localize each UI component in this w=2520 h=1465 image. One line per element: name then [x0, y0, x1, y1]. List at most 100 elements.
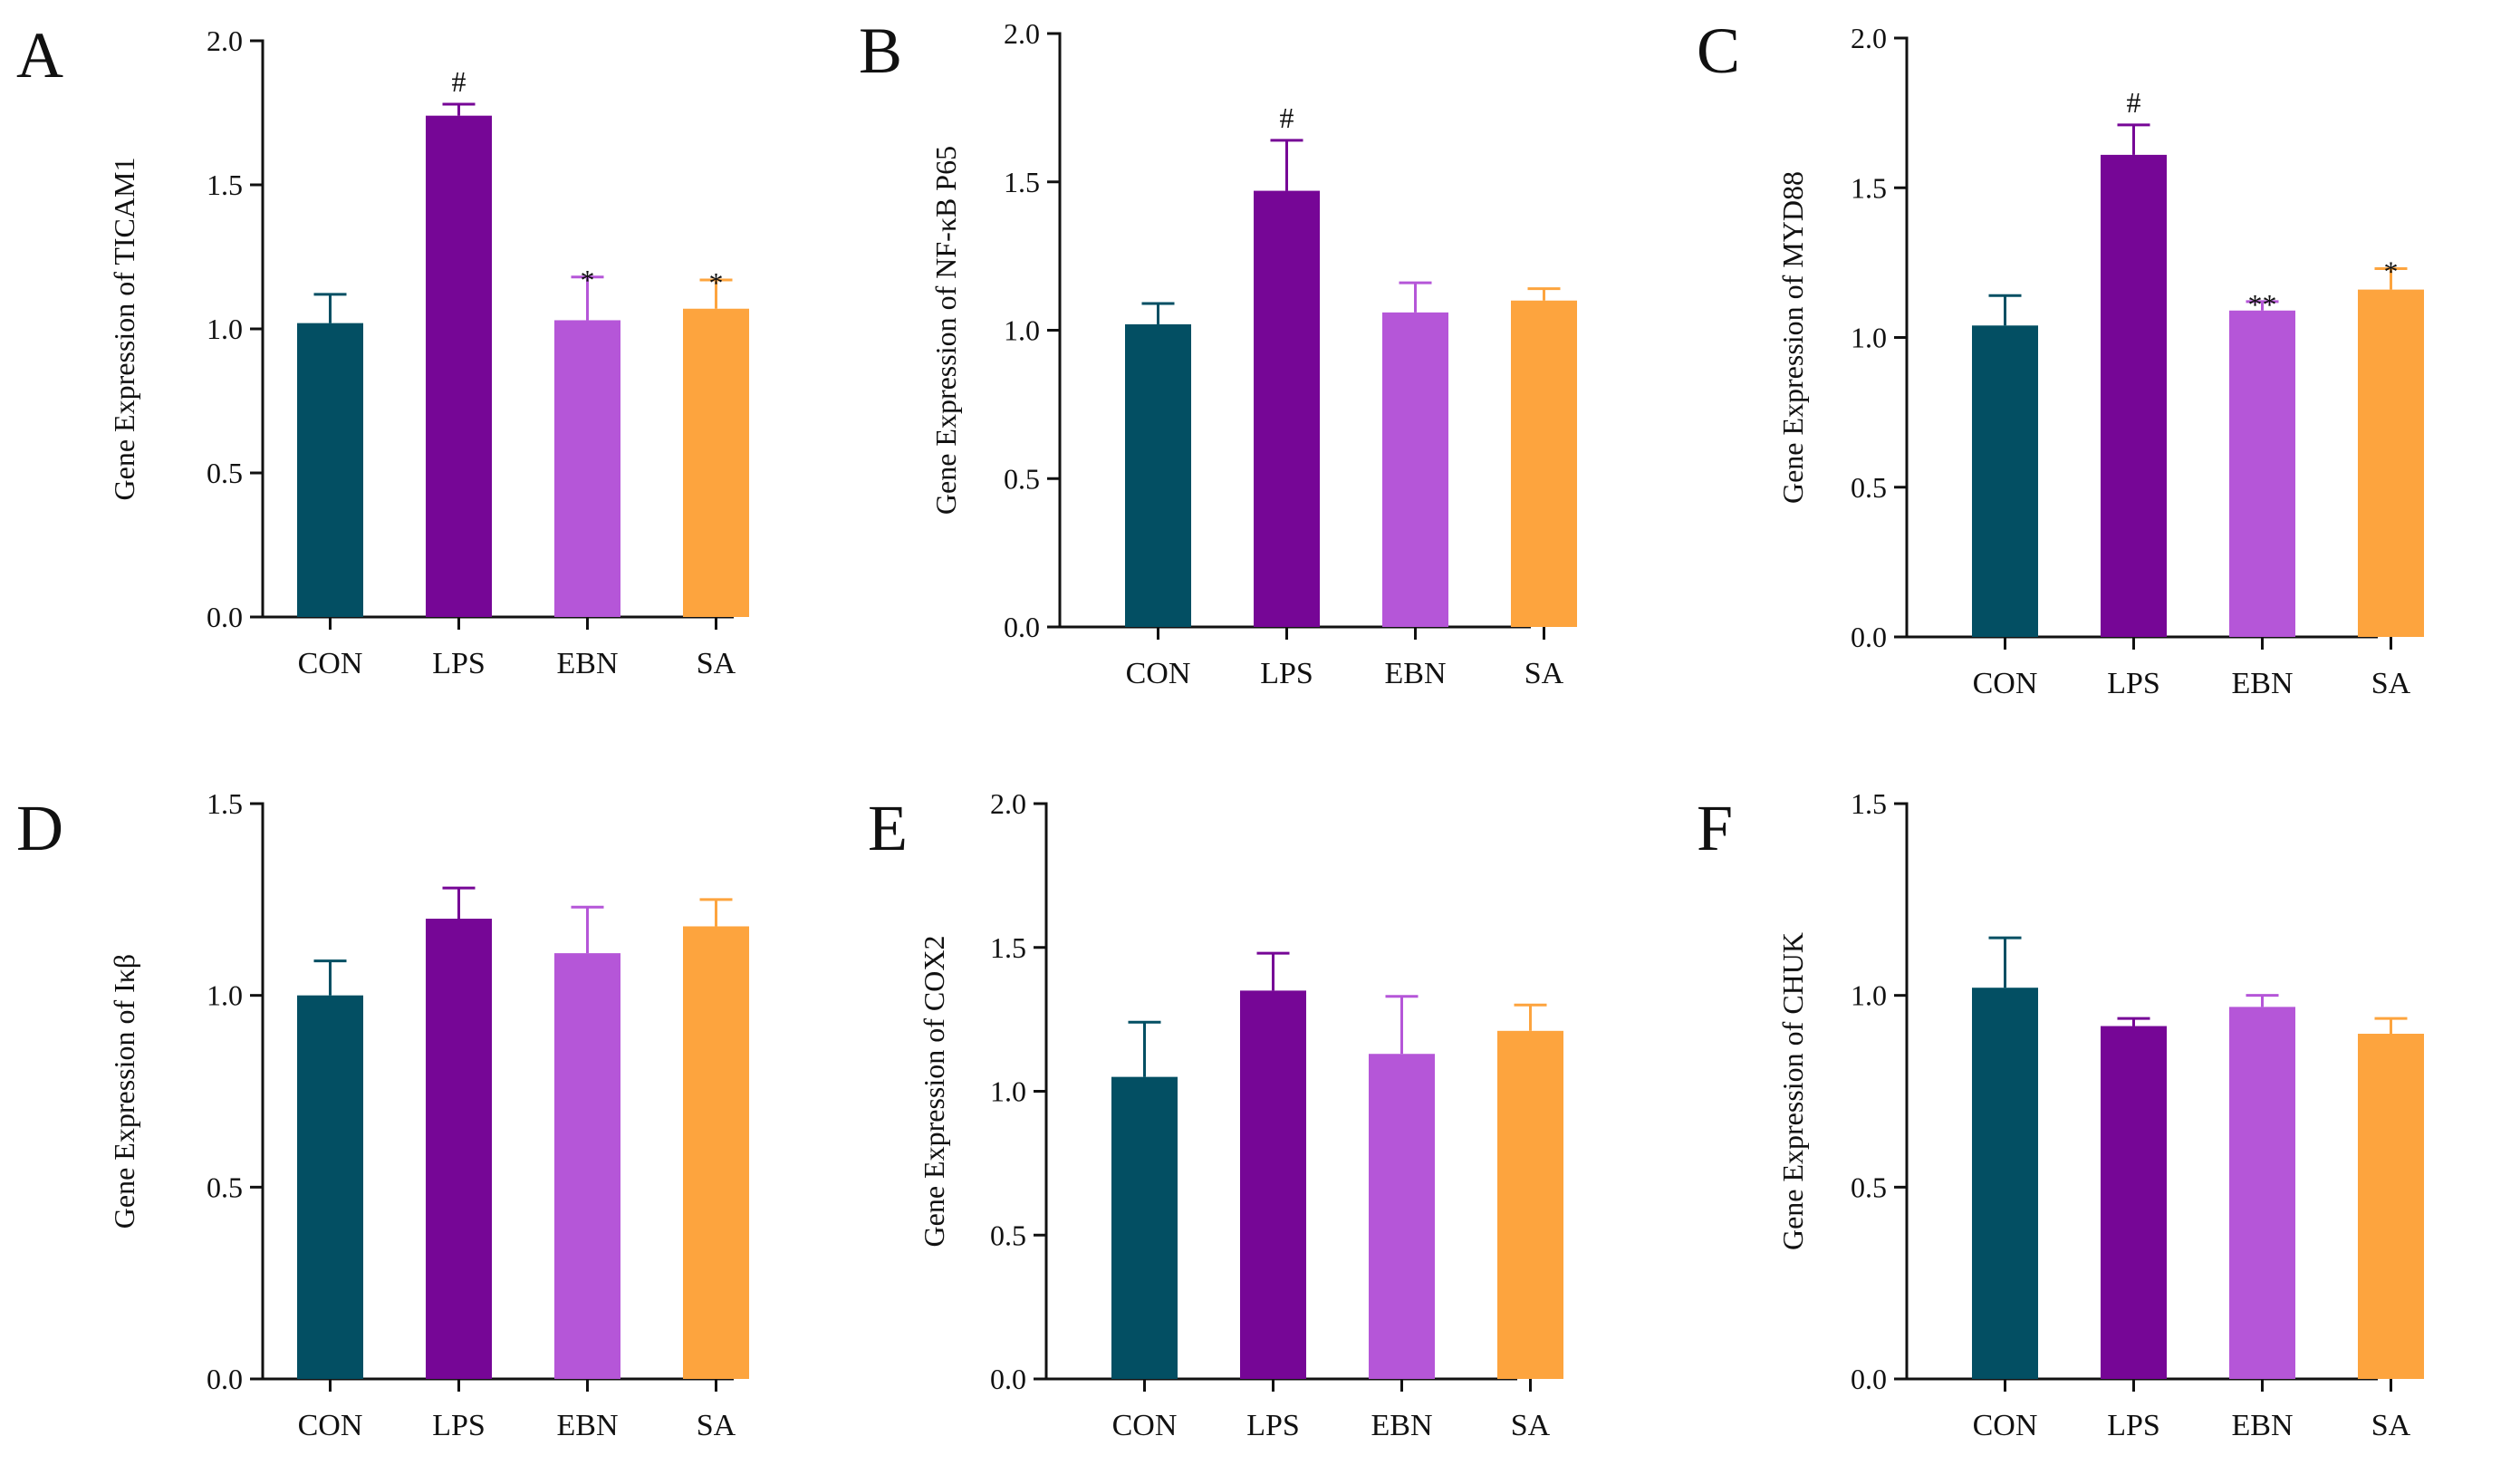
bar-sa: [2358, 289, 2424, 637]
bar-ebn: [554, 320, 620, 617]
y-tick-label: 0.5: [990, 1219, 1026, 1251]
y-tick-label: 1.0: [207, 313, 243, 345]
y-tick-label: 1.5: [207, 169, 243, 201]
category-label-con: CON: [1112, 1409, 1178, 1442]
bar-con: [1972, 325, 2038, 637]
y-axis-title: Gene Expression of NF-κB P65: [929, 146, 962, 515]
bar-sa: [1511, 300, 1577, 627]
category-label-lps: LPS: [2107, 1409, 2160, 1442]
significance-mark: **: [2248, 288, 2277, 321]
panel-f: F 0.0 0.5 1.0 1.5 Gene Expression of CHUK CON L…: [1697, 787, 2424, 1442]
category-label-con: CON: [1973, 667, 2038, 700]
panel-e: E 0.0 0.5 1.0 1.5 2.0 Gene Expression of COX2 C…: [868, 787, 1563, 1442]
category-label-con: CON: [1126, 657, 1191, 690]
category-label-ebn: EBN: [557, 1409, 619, 1442]
bar-lps: [1240, 990, 1306, 1379]
category-label-ebn: EBN: [1371, 1409, 1433, 1442]
y-tick-label: 2.0: [207, 24, 243, 57]
bar-sa: [2358, 1034, 2424, 1379]
significance-mark: *: [581, 264, 595, 296]
bar-lps: [426, 115, 492, 618]
panel-letter: B: [859, 14, 902, 87]
panel-d: D 0.0 0.5 1.0 1.5 Gene Expression of Iκβ CON LP…: [16, 787, 749, 1442]
significance-mark: #: [2127, 86, 2141, 119]
panel-c: C 0.0 0.5 1.0 1.5 2.0 Gene Expression of MYD88…: [1697, 14, 2424, 700]
category-label-lps: LPS: [432, 1409, 486, 1442]
category-label-lps: LPS: [432, 647, 486, 680]
significance-mark: #: [452, 65, 466, 98]
category-label-lps: LPS: [2107, 667, 2160, 700]
category-label-con: CON: [298, 647, 363, 680]
category-label-con: CON: [298, 1409, 363, 1442]
bar-lps: [1254, 190, 1320, 627]
bar-sa: [683, 926, 749, 1379]
y-tick-label: 1.5: [1851, 787, 1887, 820]
bar-lps: [2101, 1026, 2167, 1379]
y-tick-label: 0.5: [207, 1171, 243, 1203]
bar-con: [1972, 988, 2038, 1379]
category-label-ebn: EBN: [2232, 1409, 2294, 1442]
bar-lps: [2101, 154, 2167, 637]
y-tick-label: 0.0: [1851, 1363, 1887, 1395]
bar-ebn: [1369, 1054, 1435, 1379]
category-label-sa: SA: [2371, 1409, 2411, 1442]
panel-letter: E: [868, 792, 908, 864]
panel-a: A 0.0 0.5 1.0 1.5 2.0 Gene Expression of TICAM…: [16, 19, 749, 680]
category-label-sa: SA: [1525, 657, 1564, 690]
bar-con: [1111, 1076, 1178, 1379]
y-axis-title: Gene Expression of TICAM1: [108, 158, 140, 501]
significance-mark: #: [1280, 101, 1294, 134]
significance-mark: *: [709, 266, 724, 299]
y-tick-label: 1.0: [1851, 979, 1887, 1012]
y-tick-label: 1.5: [207, 787, 243, 820]
panel-letter: D: [16, 792, 63, 864]
category-label-ebn: EBN: [557, 647, 619, 680]
category-label-lps: LPS: [1246, 1409, 1300, 1442]
bar-ebn: [2229, 1007, 2295, 1379]
y-tick-label: 0.0: [1851, 621, 1887, 653]
panel-letter: A: [16, 19, 63, 92]
y-tick-label: 0.0: [1004, 611, 1040, 643]
y-tick-label: 0.5: [1851, 1171, 1887, 1203]
y-tick-label: 1.0: [990, 1075, 1026, 1108]
y-axis-title: Gene Expression of Iκβ: [108, 954, 140, 1229]
y-tick-label: 0.0: [207, 601, 243, 633]
bar-con: [1125, 323, 1191, 627]
y-axis-title: Gene Expression of CHUK: [1776, 932, 1809, 1250]
y-tick-label: 1.5: [1004, 166, 1040, 198]
y-tick-label: 0.5: [1004, 462, 1040, 495]
bar-sa: [683, 308, 749, 617]
bar-con: [297, 995, 363, 1379]
category-label-sa: SA: [697, 1409, 736, 1442]
y-tick-label: 1.5: [1851, 171, 1887, 204]
y-tick-label: 2.0: [1851, 22, 1887, 54]
significance-mark: *: [2384, 255, 2399, 287]
bar-sa: [1497, 1030, 1563, 1379]
y-tick-label: 0.5: [207, 457, 243, 489]
bar-ebn: [554, 953, 620, 1379]
bar-ebn: [2229, 310, 2295, 637]
category-label-sa: SA: [697, 647, 736, 680]
category-label-sa: SA: [1511, 1409, 1551, 1442]
category-label-ebn: EBN: [1385, 657, 1447, 690]
y-axis-title: Gene Expression of COX2: [918, 936, 950, 1248]
category-label-con: CON: [1973, 1409, 2038, 1442]
y-tick-label: 1.0: [207, 979, 243, 1012]
category-label-sa: SA: [2371, 667, 2411, 700]
panel-letter: C: [1697, 14, 1740, 87]
y-axis-title: Gene Expression of MYD88: [1776, 171, 1809, 504]
category-label-lps: LPS: [1260, 657, 1313, 690]
y-tick-label: 0.0: [207, 1363, 243, 1395]
panel-b: B 0.0 0.5 1.0 1.5 2.0 Gene Expression of NF-κB…: [859, 14, 1577, 690]
y-tick-label: 0.0: [990, 1363, 1026, 1395]
y-tick-label: 1.0: [1004, 314, 1040, 347]
y-tick-label: 1.5: [990, 931, 1026, 964]
bar-ebn: [1382, 312, 1448, 627]
y-tick-label: 0.5: [1851, 471, 1887, 504]
y-tick-label: 2.0: [1004, 17, 1040, 50]
y-tick-label: 2.0: [990, 787, 1026, 820]
panel-letter: F: [1697, 792, 1733, 864]
bar-lps: [426, 919, 492, 1379]
category-label-ebn: EBN: [2232, 667, 2294, 700]
